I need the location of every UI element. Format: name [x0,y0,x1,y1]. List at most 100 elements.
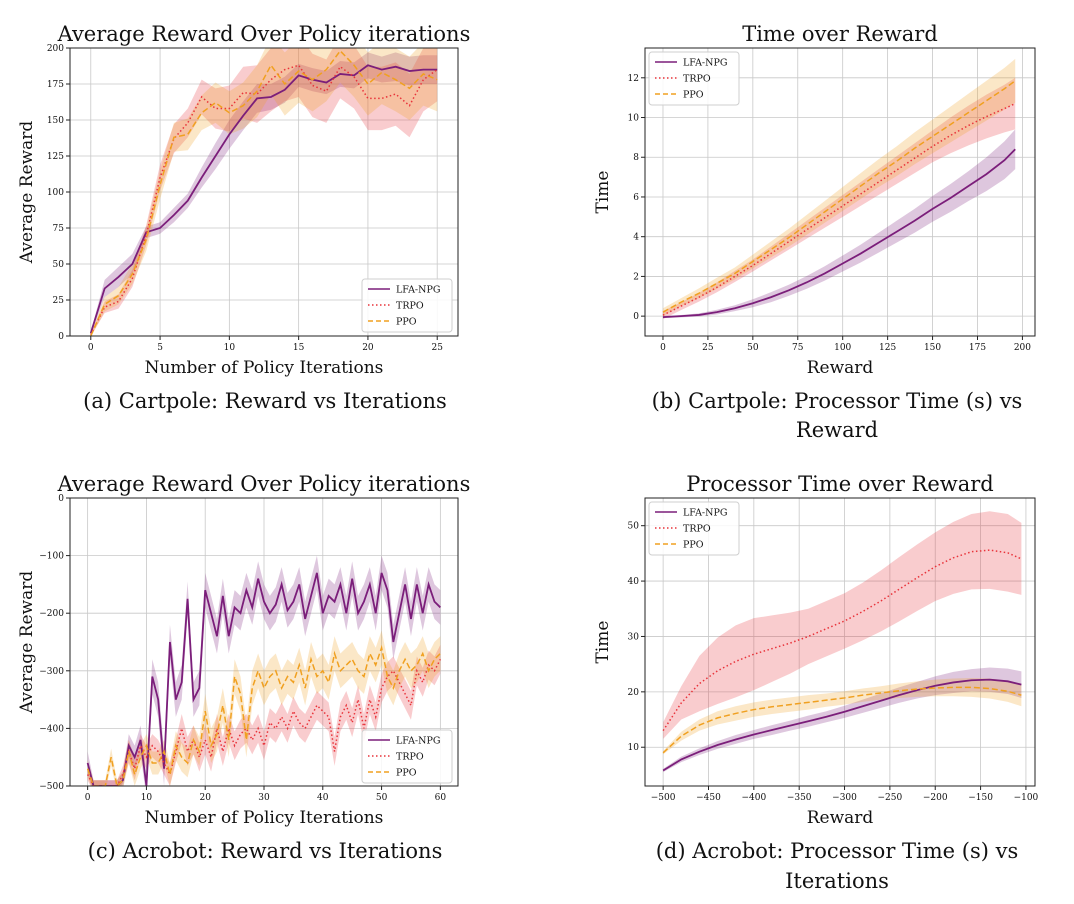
x-tick-label: 15 [293,343,305,353]
x-tick-label: 10 [141,793,153,803]
x-tick-label: 40 [317,793,329,803]
series-line-trpo [662,102,1016,316]
chart-title: Average Reward Over Policy iterations [57,22,471,46]
legend-label-ppo: PPO [683,540,704,551]
chart-title: Time over Reward [742,22,938,46]
chart-title: Processor Time over Reward [686,472,994,496]
legend-box [648,51,740,106]
x-axis-label: Reward [807,358,874,378]
chart-title: Average Reward Over Policy iterations [57,472,471,496]
x-tick-label: −350 [787,793,812,803]
y-tick-label: 0 [633,312,639,322]
axes-frame [644,497,1036,787]
legend: LFA-NPG TRPO PPO [648,501,740,556]
series-line-ppo [86,644,441,786]
series-line-ppo [90,49,438,336]
legend-label-lfa-npg: LFA-NPG [396,285,440,296]
y-axis-label: Average Reward [17,571,37,715]
x-tick-label: −200 [923,793,948,803]
x-tick-label: 75 [792,343,804,353]
series-line-lfa-npg [662,678,1022,772]
x-tick-label: 0 [85,793,91,803]
legend-label-ppo: PPO [396,768,417,779]
series-line-ppo [662,686,1022,754]
y-tick-label: 50 [628,522,640,532]
y-tick-label: 200 [47,44,64,54]
legend-label-ppo: PPO [683,90,704,101]
legend-label-trpo: TRPO [683,524,711,535]
y-tick-label: 8 [633,153,639,163]
confidence-band-trpo [662,77,1016,320]
x-axis-label: Reward [807,808,874,828]
x-axis-label: Number of Policy Iterations [145,358,384,378]
y-tick-label: −500 [39,782,64,792]
y-axis-label: Average Reward [17,121,37,265]
legend: LFA-NPG TRPO PPO [361,729,453,784]
y-axis-label: Time [593,171,613,214]
x-tick-label: 50 [747,343,759,353]
x-tick-label: 5 [157,343,163,353]
confidence-band-lfa-npg [663,667,1022,773]
x-tick-label: 200 [1014,343,1031,353]
y-tick-label: 0 [58,332,64,342]
confidence-band-lfa-npg [90,52,438,335]
figure-caption: (b) Cartpole: Processor Time (s) vs [652,389,1023,413]
legend-label-lfa-npg: LFA-NPG [396,736,440,747]
x-axis-label: Number of Policy Iterations [145,808,384,828]
legend-label-lfa-npg: LFA-NPG [683,58,727,69]
y-tick-label: 75 [53,224,65,234]
series-line-trpo [662,549,1022,732]
x-tick-label: 10 [224,343,236,353]
y-tick-label: 150 [47,116,64,126]
series-line-lfa-npg [662,148,1016,319]
plot-area [89,48,438,336]
chart-panel-3: 0 10 20 30 40 50 60−500−400−300−200−1000Averag… [17,472,470,863]
y-tick-label: −200 [39,609,64,619]
y-tick-label: 20 [628,688,640,698]
x-tick-label: −400 [741,793,766,803]
axes-frame [644,47,1036,337]
y-tick-label: 10 [628,743,640,753]
figure-caption: (a) Cartpole: Reward vs Iterations [83,389,447,413]
legend-box [648,501,740,556]
figure-caption: Iterations [785,869,889,893]
confidence-band-trpo [90,48,438,336]
grid-lines [70,47,458,337]
x-tick-label: 50 [376,793,388,803]
x-tick-label: −150 [968,793,993,803]
y-tick-label: −400 [39,724,64,734]
y-tick-label: 2 [633,272,639,282]
series-line-trpo [90,64,438,335]
x-tick-label: −100 [1014,793,1039,803]
figure-caption: Reward [796,418,878,442]
figure-caption: (c) Acrobot: Reward vs Iterations [88,839,443,863]
x-tick-label: 0 [88,343,94,353]
y-axis-label: Time [593,621,613,664]
plot-area [662,58,1016,320]
x-tick-label: 20 [199,793,211,803]
x-tick-label: 0 [660,343,666,353]
y-tick-label: 125 [47,152,64,162]
y-tick-label: 0 [58,494,64,504]
x-tick-label: 100 [834,343,851,353]
confidence-band-ppo [90,48,438,336]
x-tick-label: 60 [435,793,447,803]
y-tick-label: −300 [39,667,64,677]
confidence-band-ppo [663,678,1022,755]
x-tick-label: 25 [431,343,443,353]
y-tick-label: 40 [628,577,640,587]
legend-label-trpo: TRPO [396,752,424,763]
series-line-ppo [662,80,1016,313]
y-tick-label: −100 [39,552,64,562]
x-tick-label: −300 [832,793,857,803]
chart-panel-2: 0 25 50 75 100 125 150 175 200 0 2 4 6 8 10 12 Time over… [593,22,1036,442]
x-tick-label: 175 [969,343,986,353]
y-tick-label: 175 [47,80,64,90]
x-tick-label: −500 [651,793,676,803]
x-tick-label: −450 [696,793,721,803]
legend-box [361,729,453,784]
series-line-lfa-npg [86,572,441,786]
y-tick-label: 30 [628,632,640,642]
x-tick-label: 150 [924,343,941,353]
